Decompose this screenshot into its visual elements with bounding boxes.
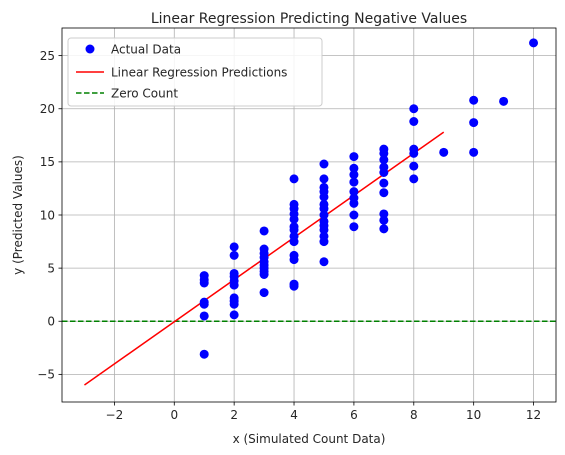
data-point bbox=[409, 117, 419, 126]
data-point bbox=[409, 174, 419, 184]
legend-label-regression: Linear Regression Predictions bbox=[111, 66, 287, 80]
data-point bbox=[229, 299, 239, 309]
data-point bbox=[319, 159, 329, 169]
scatter-points bbox=[199, 38, 539, 359]
y-tick-label: 5 bbox=[47, 261, 55, 275]
legend-label-zero-count: Zero Count bbox=[111, 87, 178, 101]
data-point bbox=[229, 310, 239, 320]
data-point bbox=[349, 210, 359, 220]
legend-label-actual-data: Actual Data bbox=[111, 43, 181, 57]
data-point bbox=[529, 38, 539, 48]
data-point bbox=[289, 214, 299, 224]
x-tick-label: 2 bbox=[230, 408, 238, 422]
x-tick-label: −2 bbox=[106, 408, 124, 422]
data-point bbox=[379, 188, 389, 198]
data-point bbox=[289, 225, 299, 235]
y-tick-label: 10 bbox=[40, 208, 55, 222]
data-point bbox=[349, 152, 359, 162]
y-tick-label: 0 bbox=[47, 315, 55, 329]
data-point bbox=[229, 250, 239, 260]
x-tick-label: 4 bbox=[290, 408, 298, 422]
data-point bbox=[289, 255, 299, 265]
data-point bbox=[439, 147, 449, 157]
data-point bbox=[469, 95, 479, 105]
x-tick-label: 10 bbox=[466, 408, 481, 422]
y-tick-label: 25 bbox=[40, 49, 55, 63]
data-point bbox=[199, 311, 209, 321]
data-point bbox=[349, 163, 359, 173]
data-point bbox=[229, 280, 239, 290]
y-tick-label: −5 bbox=[37, 368, 55, 382]
chart-title: Linear Regression Predicting Negative Va… bbox=[151, 11, 467, 27]
x-tick-label: 6 bbox=[350, 408, 358, 422]
y-axis-label: y (Predicted Values) bbox=[11, 155, 25, 275]
data-point bbox=[319, 225, 329, 235]
data-point bbox=[469, 118, 479, 128]
data-point bbox=[199, 349, 209, 359]
y-tick-label: 20 bbox=[40, 102, 55, 116]
data-point bbox=[409, 148, 419, 158]
data-point bbox=[319, 210, 329, 220]
legend-marker-actual-data bbox=[85, 44, 95, 54]
data-point bbox=[379, 168, 389, 177]
data-point bbox=[289, 174, 299, 184]
data-point bbox=[319, 192, 329, 202]
data-point bbox=[289, 281, 299, 291]
data-point bbox=[259, 288, 269, 298]
data-point bbox=[379, 224, 389, 234]
x-tick-label: 12 bbox=[526, 408, 541, 422]
y-tick-label: 15 bbox=[40, 155, 55, 169]
data-point bbox=[379, 148, 389, 158]
x-axis-label: x (Simulated Count Data) bbox=[233, 432, 386, 446]
data-point bbox=[319, 204, 329, 214]
data-point bbox=[409, 161, 419, 171]
data-point bbox=[349, 198, 359, 208]
data-point bbox=[199, 278, 209, 288]
grid bbox=[62, 28, 556, 402]
data-point bbox=[259, 226, 269, 236]
data-point bbox=[319, 174, 329, 184]
legend-box bbox=[67, 37, 323, 107]
data-point bbox=[379, 178, 389, 188]
data-point bbox=[349, 177, 359, 187]
data-point bbox=[259, 270, 269, 279]
data-point bbox=[499, 96, 509, 106]
data-point bbox=[229, 242, 239, 252]
data-point bbox=[409, 104, 419, 114]
data-point bbox=[349, 222, 359, 232]
data-point bbox=[199, 299, 209, 309]
legend: Actual Data Linear Regression Prediction… bbox=[67, 37, 323, 107]
data-point bbox=[379, 209, 389, 219]
axis-ticks: −2 0 2 4 6 8 10 12 −5 0 5 10 15 20 25 bbox=[37, 49, 541, 422]
data-point bbox=[319, 257, 329, 267]
data-point bbox=[289, 237, 299, 247]
data-point bbox=[349, 187, 359, 197]
x-tick-label: 8 bbox=[410, 408, 418, 422]
data-point bbox=[319, 237, 329, 247]
data-point bbox=[349, 170, 359, 180]
data-point bbox=[469, 147, 479, 157]
data-point bbox=[379, 215, 389, 225]
x-tick-label: 0 bbox=[170, 408, 178, 422]
data-point bbox=[379, 155, 389, 165]
